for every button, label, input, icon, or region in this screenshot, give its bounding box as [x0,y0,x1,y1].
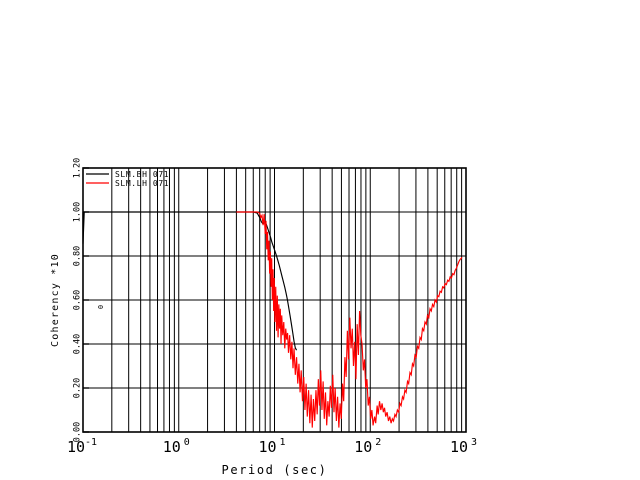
x-tick-label-base: 10 [450,438,468,456]
y-tick-label: 1.20 [73,158,83,178]
x-tick-label-base: 10 [258,438,276,456]
x-tick-label: 10 3 [450,437,477,456]
x-tick-label: 10 2 [354,437,381,456]
x-tick-label: 10 0 [163,437,190,456]
series-line-0 [82,211,298,351]
x-tick-label-base: 10 [163,438,181,456]
y-tick-label: 0.80 [73,246,83,266]
tick-marks [83,167,89,433]
y-tick-label: 1.00 [73,202,83,222]
y-tick-label: 0.60 [73,290,83,310]
x-tick-label-base: 10 [354,438,372,456]
x-tick-label-exponent: 3 [471,437,477,448]
y-tick-label: 0.40 [73,334,83,354]
y-axis-title-text: Coherency *10 [50,253,61,347]
legend-label-1: SLM.LH 071 [115,179,169,188]
x-tick-label: 10 1 [258,437,285,456]
y-axis-title-exponent: 0 [97,305,105,309]
y-tick-label: 0.20 [73,378,83,398]
y-tick-label: 0.00 [73,422,83,442]
x-tick-label-exponent: 1 [279,437,285,448]
series-line-1 [236,211,463,428]
x-tick-label-exponent: 0 [184,437,190,448]
x-tick-label: 10 -1 [67,437,97,456]
x-tick-label-exponent: 2 [375,437,381,448]
data-series-group [82,211,463,428]
x-axis-title: Period (sec) [222,463,328,477]
legend-label-0: SLM.BH 071 [115,170,169,179]
x-tick-label-base: 10 [67,438,85,456]
y-axis-title: Coherency *10 0 [50,253,105,347]
x-tick-label-exponent: -1 [85,437,97,448]
